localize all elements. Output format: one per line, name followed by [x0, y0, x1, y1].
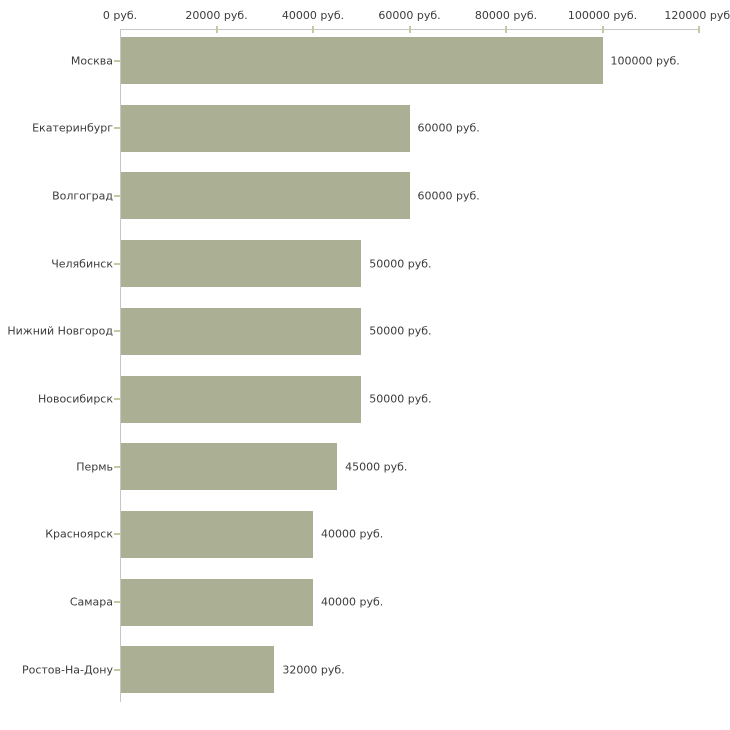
x-axis-tick — [601, 26, 604, 33]
y-axis-tick — [114, 533, 120, 536]
x-axis-tick-label: 40000 руб. — [281, 9, 345, 22]
value-label: 50000 руб. — [369, 324, 432, 338]
x-axis-tick-label: 0 руб. — [102, 9, 138, 22]
category-label: Волгоград — [52, 189, 113, 203]
category-label: Ростов-На-Дону — [21, 663, 113, 677]
y-axis-tick — [114, 127, 120, 130]
category-label: Пермь — [76, 460, 113, 474]
y-axis-tick — [114, 668, 120, 671]
bar-волгоград — [120, 172, 410, 220]
y-axis-line — [120, 29, 121, 702]
category-label: Екатеринбург — [32, 121, 113, 135]
y-axis-tick — [114, 59, 120, 62]
x-axis-tick-label: 100000 руб. — [567, 9, 638, 22]
value-label: 60000 руб. — [417, 121, 480, 135]
bar-новосибирск — [120, 375, 362, 423]
category-label: Москва — [70, 54, 113, 67]
x-axis-tick — [215, 26, 218, 33]
value-label: 40000 руб. — [321, 595, 384, 609]
y-axis-tick — [114, 601, 120, 604]
category-label: Новосибирск — [37, 392, 113, 406]
bar-нижний новгород — [120, 307, 362, 355]
x-axis-tick — [505, 26, 507, 33]
x-axis-tick — [698, 26, 700, 33]
bar-москва — [120, 37, 603, 84]
bar-самара — [120, 578, 313, 626]
x-axis-tick-label: 120000 руб. — [664, 9, 730, 22]
value-label: 32000 руб. — [282, 663, 345, 677]
bar-пермь — [120, 443, 338, 491]
value-label: 50000 руб. — [369, 392, 432, 406]
x-axis-tick-label: 80000 руб. — [474, 9, 538, 22]
value-label: 50000 руб. — [369, 257, 432, 271]
category-label: Нижний Новгород — [7, 324, 113, 338]
bar-челябинск — [120, 240, 362, 288]
bar-ростов-на-дону — [120, 646, 275, 694]
y-axis-tick — [114, 398, 120, 400]
x-axis-tick-label: 60000 руб. — [378, 9, 441, 22]
x-axis-tick-label: 20000 руб. — [185, 9, 248, 22]
value-label: 40000 руб. — [321, 527, 384, 541]
y-axis-tick — [114, 262, 120, 265]
bar-екатеринбург — [120, 104, 410, 152]
y-axis-tick — [114, 194, 120, 197]
category-label: Самара — [69, 595, 113, 609]
category-label: Челябинск — [51, 257, 113, 271]
y-axis-tick — [114, 330, 120, 333]
y-axis-tick — [114, 465, 120, 468]
category-label: Красноярск — [45, 527, 113, 541]
bar-красноярск — [120, 510, 313, 558]
value-label: 100000 руб. — [610, 54, 680, 67]
x-axis-tick — [408, 26, 411, 33]
x-axis-tick — [312, 26, 314, 33]
value-label: 45000 руб. — [345, 460, 408, 474]
value-label: 60000 руб. — [417, 189, 480, 203]
